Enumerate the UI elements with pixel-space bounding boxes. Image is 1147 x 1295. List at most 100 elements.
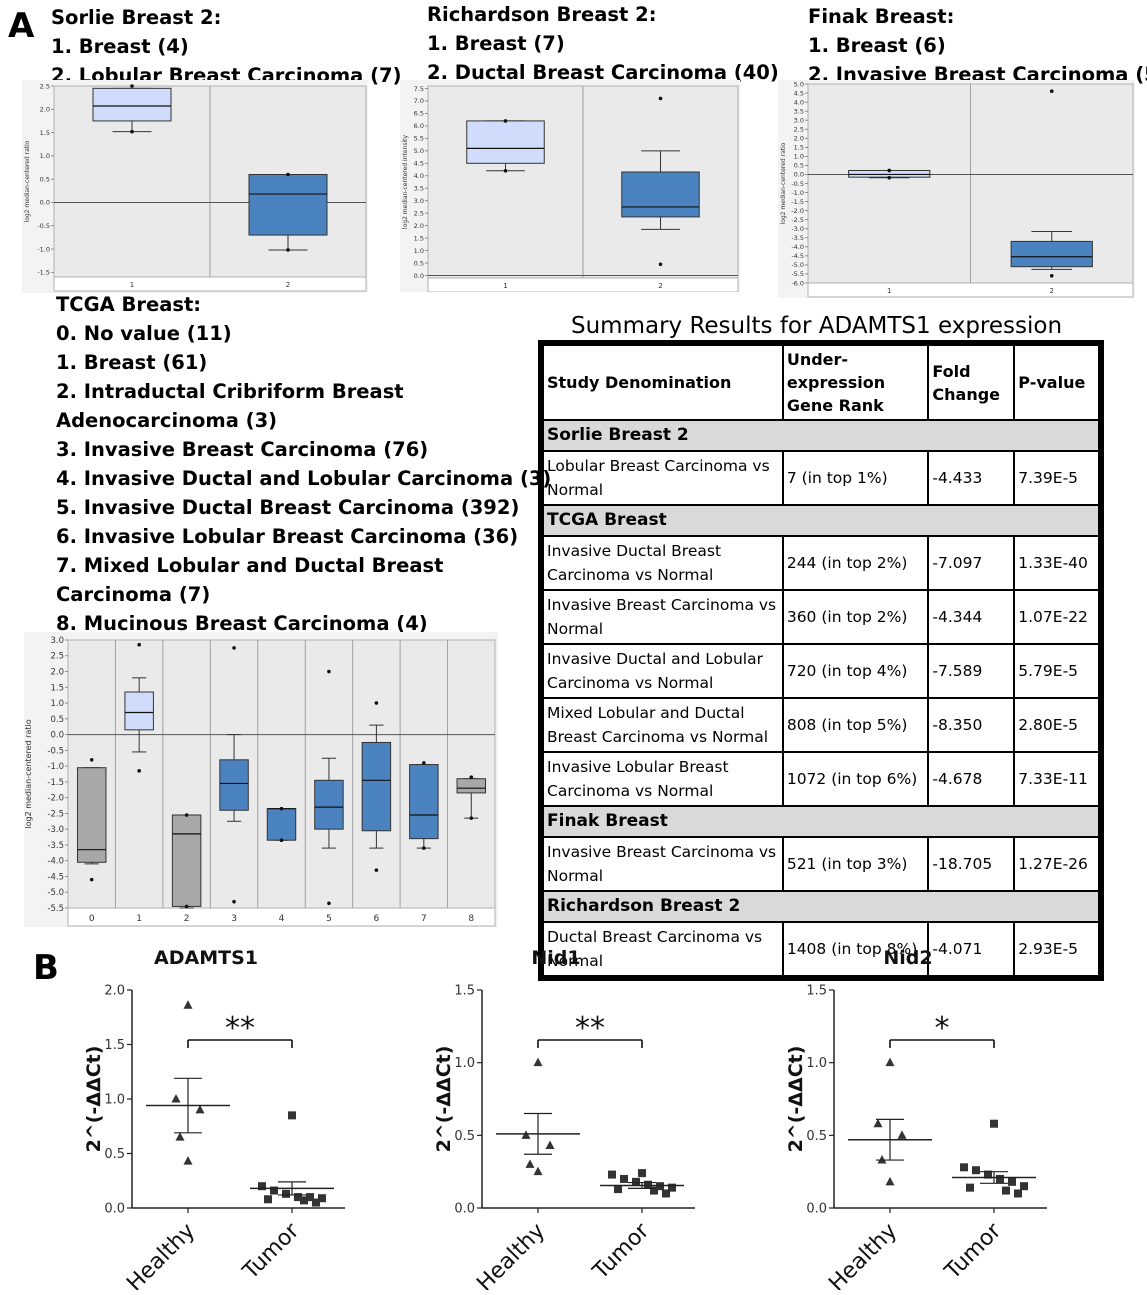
y-tick-label: 0.0 bbox=[104, 1202, 125, 1217]
outlier-point bbox=[422, 761, 426, 765]
y-tick-label: -5.5 bbox=[47, 904, 64, 914]
box-rect bbox=[409, 764, 439, 840]
y-tick-label: 3.0 bbox=[50, 636, 64, 646]
adamts1-dot-plot: ADAMTS1 0.0 0.5 1.0 1.5 2.0 2^(-ΔΔCt) Healthy Tu… bbox=[83, 947, 345, 1290]
outlier-point bbox=[279, 838, 284, 843]
header-rank: Under-expression Gene Rank bbox=[781, 344, 930, 421]
data-point bbox=[614, 1185, 622, 1194]
y-tick-label: 3.0 bbox=[414, 197, 424, 205]
sorlie-box-plot: log2 median-centered ratio 2.5 2.0 1.5 1.0 0.… bbox=[22, 80, 368, 293]
table-header-row: Study Denomination Under-expression Gene … bbox=[542, 344, 1100, 421]
y-tick-label: 1.5 bbox=[104, 1038, 125, 1053]
box-1 bbox=[124, 642, 154, 773]
y-tick-label: -1.0 bbox=[791, 189, 804, 197]
outlier-point bbox=[503, 168, 508, 173]
x-tick-label: Healthy bbox=[824, 1219, 902, 1290]
y-tick-label: -4.0 bbox=[47, 857, 64, 867]
data-point bbox=[1014, 1189, 1022, 1198]
legend-item: Adenocarcinoma (3) bbox=[56, 409, 278, 432]
x-tick-label: 3 bbox=[231, 914, 237, 924]
y-tick-label: 0.0 bbox=[794, 171, 804, 179]
table-row: Invasive Ductal and Lobular Carcinoma vs … bbox=[542, 643, 1100, 699]
y-axis-label: 2^(-ΔΔCt) bbox=[785, 1046, 807, 1153]
data-point bbox=[282, 1189, 290, 1198]
y-tick-label: -3.5 bbox=[47, 841, 64, 851]
legend-item: 2. Ductal Breast Carcinoma (40) bbox=[427, 61, 779, 84]
data-point bbox=[175, 1132, 185, 1141]
x-axis-strip bbox=[67, 907, 496, 927]
legend-richardson: Richardson Breast 2: 1. Breast (7) 2. Du… bbox=[427, 0, 779, 87]
box-rect bbox=[219, 759, 249, 811]
table-row: Invasive Lobular Breast Carcinoma vs Norm… bbox=[542, 751, 1100, 807]
y-tick-label: 7.5 bbox=[414, 85, 424, 93]
legend-item: 2. Intraductal Cribriform Breast bbox=[56, 380, 404, 403]
legend-finak: Finak Breast: 1. Breast (6) 2. Invasive … bbox=[808, 2, 1147, 89]
data-point bbox=[650, 1186, 658, 1195]
y-tick-label: 5.5 bbox=[414, 135, 424, 143]
box-1 bbox=[848, 168, 931, 180]
y-tick-label: 1.5 bbox=[454, 984, 475, 999]
panel-label-a: A bbox=[8, 6, 35, 46]
y-tick-label: 7.0 bbox=[414, 97, 424, 105]
y-tick-label: 4.0 bbox=[794, 98, 804, 106]
y-tick-label: 1.5 bbox=[806, 984, 827, 999]
outlier-point bbox=[327, 901, 331, 906]
data-point bbox=[668, 1183, 676, 1192]
y-tick-label: 1.0 bbox=[50, 699, 64, 709]
x-axis-strip bbox=[427, 277, 739, 292]
box-6 bbox=[361, 701, 392, 872]
legend-title: TCGA Breast: bbox=[56, 293, 202, 316]
outlier-point bbox=[1049, 89, 1054, 94]
series-tumor bbox=[250, 1111, 334, 1207]
box-2 bbox=[1010, 89, 1093, 278]
y-tick-label: 1.5 bbox=[50, 683, 64, 693]
legend-item: 8. Mucinous Breast Carcinoma (4) bbox=[56, 612, 428, 635]
x-tick-label: 1 bbox=[887, 287, 891, 295]
finak-box-plot: log2 median-centered ratio 5.04.54.03.53.… bbox=[778, 80, 1135, 298]
y-tick-label: 0.5 bbox=[454, 1129, 475, 1144]
legend-item: 1. Breast (7) bbox=[427, 32, 565, 55]
legend-sorlie: Sorlie Breast 2: 1. Breast (4) 2. Lobula… bbox=[51, 3, 402, 90]
box-rect bbox=[621, 171, 700, 218]
box-1 bbox=[466, 119, 545, 173]
series-healthy bbox=[848, 1057, 932, 1186]
header-pvalue: P-value bbox=[1013, 344, 1100, 421]
y-tick-label: 2.5 bbox=[794, 126, 804, 134]
x-tick-label: 7 bbox=[421, 914, 427, 924]
tcga-box-plot: log2 median-centered ratio 3.0 2.5 2.0 1.5 1.… bbox=[24, 632, 498, 927]
data-point bbox=[171, 1094, 181, 1103]
box-rect bbox=[248, 174, 328, 236]
x-tick-label: Healthy bbox=[122, 1219, 200, 1290]
y-tick-label: 2.5 bbox=[414, 209, 424, 217]
y-tick-label: 1.0 bbox=[806, 1056, 827, 1071]
box-rect bbox=[361, 741, 392, 832]
outlier-point bbox=[232, 646, 236, 650]
y-tick-label: 2.0 bbox=[104, 984, 125, 999]
y-tick-label: 0.5 bbox=[794, 162, 804, 170]
y-tick-label: 5.0 bbox=[414, 147, 424, 155]
box-rect bbox=[171, 814, 202, 907]
y-axis-label: 2^(-ΔΔCt) bbox=[433, 1046, 455, 1153]
data-point bbox=[638, 1169, 646, 1178]
outlier-point bbox=[184, 904, 189, 909]
outlier-point bbox=[130, 129, 134, 134]
outlier-point bbox=[658, 96, 663, 101]
x-tick-label: Tumor bbox=[588, 1218, 655, 1285]
box-8 bbox=[456, 775, 487, 820]
y-tick-label: 0.5 bbox=[50, 715, 64, 725]
y-tick-label: 1.0 bbox=[794, 153, 804, 161]
legend-item: 1. Breast (4) bbox=[51, 35, 189, 58]
y-tick-label: 0.0 bbox=[454, 1202, 475, 1217]
box-3 bbox=[219, 646, 249, 904]
box-4 bbox=[266, 806, 297, 843]
y-tick-label: 1.0 bbox=[414, 247, 424, 255]
y-tick-label: -1.5 bbox=[791, 198, 804, 206]
y-tick-label: -0.5 bbox=[791, 180, 804, 188]
y-tick-label: -2.5 bbox=[791, 216, 804, 224]
data-point bbox=[195, 1104, 205, 1114]
data-point bbox=[877, 1155, 887, 1164]
legend-item: 1. Breast (6) bbox=[808, 34, 946, 57]
summary-title: Summary Results for ADAMTS1 expression bbox=[571, 313, 1063, 339]
y-tick-label: 1.0 bbox=[454, 1056, 475, 1071]
table-row: Invasive Ductal Breast Carcinoma vs Norma… bbox=[542, 535, 1100, 591]
